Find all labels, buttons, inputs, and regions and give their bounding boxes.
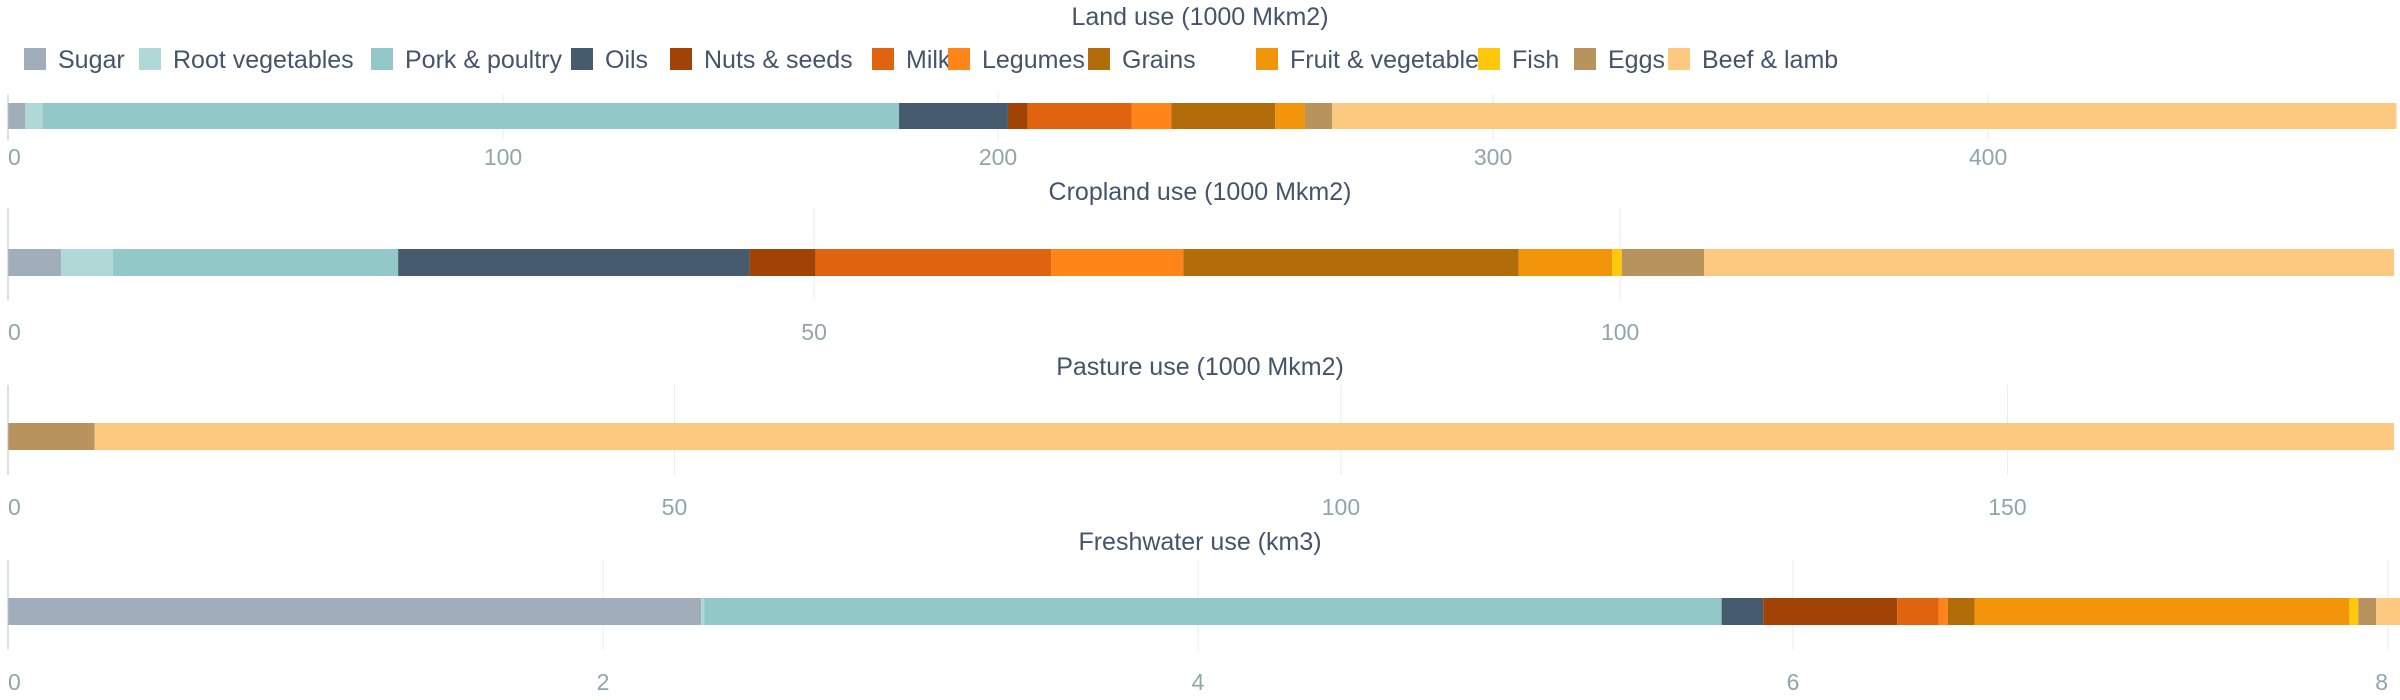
- bar-segment-3-root-vegetables: [701, 598, 705, 625]
- legend-label-root-vegetables: Root vegetables: [173, 46, 354, 74]
- panel-title-3: Freshwater use (km3): [1078, 528, 1321, 556]
- bar-segment-0-beef-lamb: [1332, 103, 2397, 129]
- bar-segment-3-sugar: [8, 598, 702, 625]
- bar-segment-3-eggs: [2358, 598, 2377, 625]
- tick-label-2-0: 0: [8, 494, 21, 520]
- bar-segment-1-beef-lamb: [1703, 249, 2394, 276]
- bar-segment-1-root-vegetables: [61, 249, 113, 276]
- legend-swatch-grains: [1088, 48, 1110, 70]
- tick-label-1-0: 0: [8, 319, 21, 345]
- legend-swatch-root-vegetables: [139, 48, 161, 70]
- bar-segment-0-root-vegetables: [25, 103, 43, 129]
- bar-segment-3-pork-poultry: [704, 598, 1722, 625]
- legend-label-pork-poultry: Pork & poultry: [405, 46, 563, 74]
- bar-segment-1-eggs: [1621, 249, 1704, 276]
- legend-label-nuts-seeds: Nuts & seeds: [704, 46, 853, 74]
- tick-label-0-100: 100: [484, 144, 522, 170]
- legend-label-grains: Grains: [1122, 46, 1196, 74]
- bar-segment-1-legumes: [1051, 249, 1184, 276]
- tick-label-3-0: 0: [8, 669, 21, 695]
- legend-label-milk: Milk: [906, 46, 951, 74]
- tick-label-2-100: 100: [1322, 494, 1360, 520]
- bar-segment-0-milk: [1027, 103, 1132, 129]
- bar-segment-0-fruit-vegetables: [1275, 103, 1305, 129]
- legend-swatch-eggs: [1574, 48, 1596, 70]
- tick-label-3-4: 4: [1192, 669, 1205, 695]
- tick-label-1-100: 100: [1601, 319, 1639, 345]
- legend-label-legumes: Legumes: [982, 46, 1085, 74]
- bar-segment-3-fruit-vegetables: [1974, 598, 2350, 625]
- bar-segment-3-nuts-seeds: [1763, 598, 1898, 625]
- tick-label-0-400: 400: [1969, 144, 2007, 170]
- panel-title-0: Land use (1000 Mkm2): [1071, 3, 1328, 31]
- bar-segment-1-oils: [398, 249, 750, 276]
- bar-segment-0-nuts-seeds: [1007, 103, 1028, 129]
- bar-segment-1-milk: [815, 249, 1052, 276]
- bar-segment-1-pork-poultry: [112, 249, 399, 276]
- tick-label-2-150: 150: [1988, 494, 2026, 520]
- bar-segment-3-legumes: [1938, 598, 1948, 625]
- panel-title-2: Pasture use (1000 Mkm2): [1056, 353, 1344, 381]
- legend-label-beef-lamb: Beef & lamb: [1702, 46, 1838, 74]
- bar-segment-0-oils: [899, 103, 1008, 129]
- bar-segment-2-beef-lamb: [94, 423, 2394, 450]
- panel-title-1: Cropland use (1000 Mkm2): [1049, 178, 1352, 206]
- legend-swatch-beef-lamb: [1668, 48, 1690, 70]
- legend-swatch-nuts-seeds: [670, 48, 692, 70]
- legend-swatch-pork-poultry: [371, 48, 393, 70]
- legend-label-sugar: Sugar: [58, 46, 125, 74]
- bar-segment-3-milk: [1897, 598, 1939, 625]
- tick-label-3-8: 8: [2375, 669, 2388, 695]
- legend-swatch-oils: [571, 48, 593, 70]
- bar-segment-1-fruit-vegetables: [1518, 249, 1613, 276]
- legend-label-fruit-vegetables: Fruit & vegetables: [1290, 46, 1492, 74]
- tick-label-0-200: 200: [979, 144, 1017, 170]
- legend-swatch-fish: [1478, 48, 1500, 70]
- legend-label-eggs: Eggs: [1608, 46, 1665, 74]
- tick-label-3-2: 2: [597, 669, 610, 695]
- bar-segment-3-grains: [1947, 598, 1975, 625]
- bar-segment-3-beef-lamb: [2376, 598, 2400, 625]
- bar-segment-0-sugar: [8, 103, 26, 129]
- tick-label-0-0: 0: [8, 144, 21, 170]
- legend-label-fish: Fish: [1512, 46, 1559, 74]
- bar-segment-1-nuts-seeds: [749, 249, 816, 276]
- legend-swatch-sugar: [24, 48, 46, 70]
- legend-swatch-milk: [872, 48, 894, 70]
- bar-segment-0-pork-poultry: [42, 103, 900, 129]
- bar-segment-0-grains: [1171, 103, 1276, 129]
- legend-label-oils: Oils: [605, 46, 648, 74]
- tick-label-3-6: 6: [1787, 669, 1800, 695]
- legend-swatch-fruit-vegetables: [1256, 48, 1278, 70]
- bar-segment-0-eggs: [1304, 103, 1333, 129]
- legend-swatch-legumes: [948, 48, 970, 70]
- bar-segment-3-fish: [2349, 598, 2359, 625]
- bar-segment-1-fish: [1612, 249, 1622, 276]
- tick-label-0-300: 300: [1474, 144, 1512, 170]
- bar-segment-3-oils: [1721, 598, 1764, 625]
- bar-segment-1-sugar: [8, 249, 62, 276]
- bar-segment-0-legumes: [1131, 103, 1172, 129]
- bar-segment-2-eggs: [8, 423, 95, 450]
- tick-label-2-50: 50: [662, 494, 688, 520]
- tick-label-1-50: 50: [801, 319, 827, 345]
- bar-segment-1-grains: [1183, 249, 1519, 276]
